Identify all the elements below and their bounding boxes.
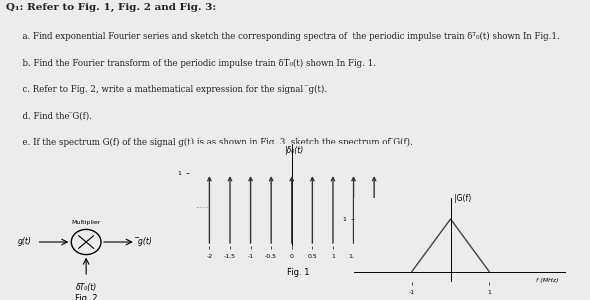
Text: Q₁: Refer to Fig. 1, Fig. 2 and Fig. 3:: Q₁: Refer to Fig. 1, Fig. 2 and Fig. 3: (6, 3, 216, 12)
Text: |G(f): |G(f) (454, 194, 471, 203)
Text: Multiplier: Multiplier (71, 220, 101, 225)
Text: e. If the spectrum G(f) of the signal g(t) is as shown in Fig. 3, sketch the spe: e. If the spectrum G(f) of the signal g(… (18, 138, 414, 147)
Text: ......: ...... (381, 203, 394, 209)
Text: f (MHz): f (MHz) (536, 278, 559, 283)
Text: c. Refer to Fig. 2, write a mathematical expression for the signal  ̅g(t).: c. Refer to Fig. 2, write a mathematical… (18, 85, 327, 94)
Text: ......: ...... (195, 203, 208, 209)
Text: b. Find the Fourier transform of the periodic impulse train δT₀(t) shown In Fig.: b. Find the Fourier transform of the per… (18, 58, 376, 68)
Text: Fig. 2: Fig. 2 (75, 294, 97, 300)
Text: d. Find the ̅G(f).: d. Find the ̅G(f). (18, 111, 93, 120)
Text: g(t): g(t) (18, 238, 32, 247)
Text: t(μs) →: t(μs) → (377, 255, 399, 260)
Text: Fig. 1: Fig. 1 (287, 268, 309, 278)
Text: |δ₀(t): |δ₀(t) (284, 146, 303, 155)
Text: δT₀(t): δT₀(t) (76, 283, 97, 292)
Text: a. Find exponential Fourier series and sketch the corresponding spectra of  the : a. Find exponential Fourier series and s… (18, 32, 560, 41)
Text: ̅g(t): ̅g(t) (139, 238, 153, 247)
